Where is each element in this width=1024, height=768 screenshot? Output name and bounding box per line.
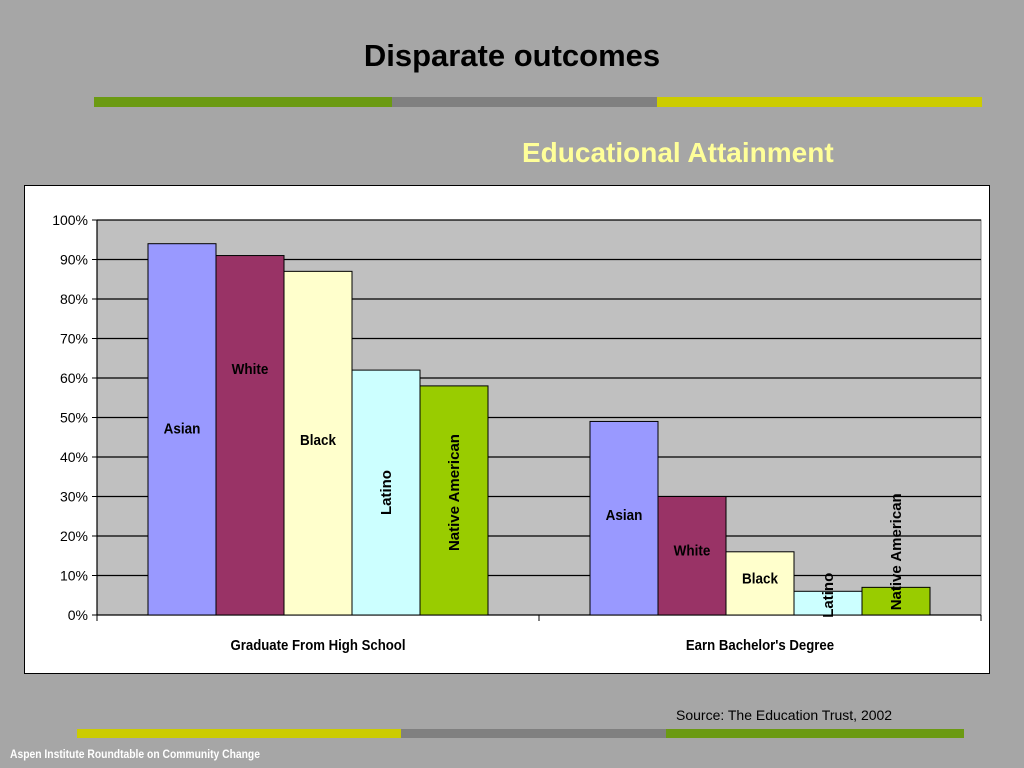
stripe-green-segment: [666, 729, 964, 738]
bar-label: Asian: [164, 421, 201, 438]
bar-label: Black: [742, 571, 778, 588]
bar-chart: 0% 10% 20% 30% 40% 50% 60% 70% 80% 90% 100% Graduat…: [52, 212, 982, 653]
footer-organization: Aspen Institute Roundtable on Community …: [10, 747, 260, 761]
y-tick-label: 0%: [68, 607, 88, 623]
bar-label: White: [674, 543, 711, 560]
bar-white: [215, 255, 285, 616]
y-tick-label: 100%: [52, 212, 88, 228]
y-tick-label: 60%: [60, 370, 88, 386]
bar-black: [283, 270, 353, 616]
y-tick-label: 90%: [60, 252, 88, 268]
bottom-divider-stripe: [77, 729, 964, 738]
bar-asian: [147, 243, 217, 616]
y-tick-label: 20%: [60, 528, 88, 544]
stripe-green-segment: [94, 97, 392, 107]
bar-label: Native American: [888, 493, 905, 610]
y-tick-label: 70%: [60, 331, 88, 347]
stripe-yellow-segment: [657, 97, 982, 107]
bar-label: Latino: [378, 470, 395, 515]
y-tick-label: 80%: [60, 291, 88, 307]
bar-label: Black: [300, 433, 336, 450]
bar-label: Asian: [606, 508, 643, 525]
bar-white: [657, 496, 727, 616]
x-category-label: Graduate From High School: [230, 636, 405, 653]
bar-label: Native American: [446, 434, 463, 551]
source-note: Source: The Education Trust, 2002: [676, 707, 893, 723]
y-tick-label: 10%: [60, 568, 88, 584]
slide-title: Disparate outcomes: [363, 38, 661, 73]
stripe-gray-segment: [401, 729, 666, 738]
top-divider-stripe: [94, 97, 982, 107]
y-tick-label: 40%: [60, 449, 88, 465]
y-tick-label: 50%: [60, 410, 88, 426]
bar-label: White: [232, 361, 269, 378]
stripe-gray-segment: [392, 97, 657, 107]
bar-native-american: [861, 586, 931, 616]
chart-frame: 0% 10% 20% 30% 40% 50% 60% 70% 80% 90% 100% Graduat…: [24, 185, 990, 674]
bar-native-american: [419, 385, 489, 616]
x-category-label: Earn Bachelor's Degree: [686, 636, 834, 653]
bar-asian: [589, 420, 659, 616]
bar-latino: [351, 369, 421, 616]
chart-subtitle: Educational Attainment: [522, 137, 834, 168]
bar-black: [725, 551, 795, 616]
y-tick-label: 30%: [60, 489, 88, 505]
bar-label: Latino: [820, 573, 837, 618]
stripe-yellow-segment: [77, 729, 401, 738]
